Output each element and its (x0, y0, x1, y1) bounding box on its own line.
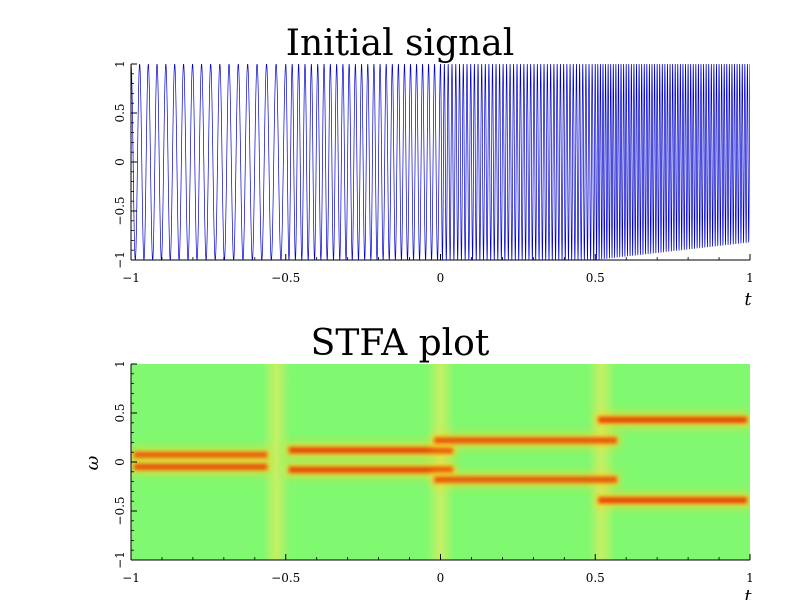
stfa-axes: −1 −0.5 0 0.5 1 −1 −0.5 0 0.5 1 (113, 360, 754, 585)
signal-y-tick-label: −1 (113, 251, 127, 269)
stfa-x-tick-label: 0.5 (586, 571, 605, 585)
stfa-x-tick-label: 0 (437, 571, 445, 585)
stfa-x-tick-label: −0.5 (271, 571, 300, 585)
signal-x-axis-label: t (744, 289, 752, 310)
heatmap-ridge-6 (595, 413, 750, 426)
heatmap-ridge-0 (131, 449, 271, 462)
signal-y-tick-label: −0.5 (113, 196, 127, 225)
signal-segment-1 (285, 64, 441, 260)
heatmap-ridge-3 (285, 463, 456, 476)
signal-y-tick-label: 1 (113, 60, 127, 68)
heatmap-transitions (262, 364, 616, 560)
heatmap-ridge-2 (285, 444, 456, 457)
signal-chart-title: Initial signal (286, 23, 515, 64)
stfa-heatmap-area (131, 364, 750, 560)
stfa-chart-title: STFA plot (311, 323, 490, 364)
heatmap-transition-1 (426, 364, 455, 560)
signal-segment-3 (594, 64, 750, 260)
stfa-y-tick-label: −1 (113, 551, 127, 569)
stfa-chart: STFA plot −1 −0.5 0 0.5 1 −1 −0.5 0 0.5 1 t ω (82, 323, 754, 600)
stfa-x-axis-label: t (744, 586, 752, 600)
signal-segment-2 (440, 64, 596, 260)
signal-x-tick-label: −0.5 (271, 271, 300, 285)
heatmap-ridge-5 (431, 473, 621, 486)
stfa-x-tick-label: −1 (122, 571, 140, 585)
signal-plot-area (131, 64, 750, 260)
heatmap-transition-2 (587, 364, 616, 560)
heatmap-ridge-1 (131, 460, 271, 473)
signal-y-tick-label: 0.5 (113, 103, 127, 122)
stfa-y-tick-label: 0 (113, 458, 127, 466)
signal-x-tick-label: 1 (746, 271, 754, 285)
signal-chart: Initial signal −1 −0.5 0 0.5 1 −1 −0.5 0 0.5 1 t (113, 23, 754, 310)
signal-x-tick-label: 0 (437, 271, 445, 285)
signal-x-tick-label: −1 (122, 271, 140, 285)
stfa-y-tick-label: 1 (113, 360, 127, 368)
heatmap-ridges (131, 413, 750, 507)
stfa-x-tick-label: 1 (746, 571, 754, 585)
heatmap-ridge-4 (431, 434, 621, 447)
signal-y-tick-label: 0 (113, 158, 127, 166)
stfa-y-axis-label: ω (82, 455, 103, 470)
stfa-y-tick-label: −0.5 (113, 496, 127, 525)
signal-x-tick-label: 0.5 (586, 271, 605, 285)
heatmap-ridge-7 (595, 494, 750, 507)
stfa-y-tick-label: 0.5 (113, 403, 127, 422)
signal-axes: −1 −0.5 0 0.5 1 −1 −0.5 0 0.5 1 (113, 60, 754, 285)
signal-segment-0 (131, 64, 287, 260)
